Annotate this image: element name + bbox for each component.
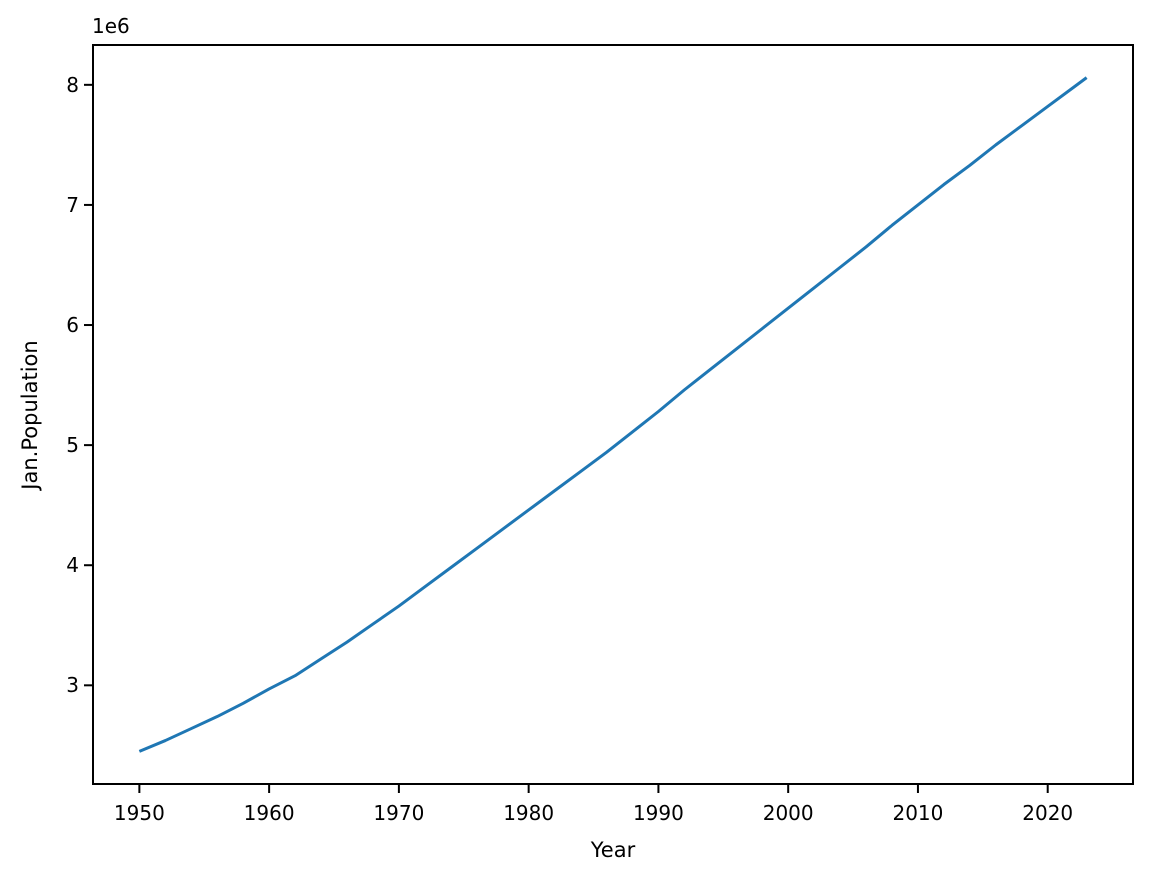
y-tick-label: 8 [66,72,79,97]
x-tick-label: 1990 [632,801,684,825]
x-axis-label: Year [590,838,636,862]
x-tick-label: 1980 [503,801,555,825]
x-tick-label: 1970 [373,801,425,825]
x-tick-label: 2010 [892,801,944,825]
x-tick-label: 1960 [243,801,295,825]
axes-frame [92,44,1134,785]
y-tick-label: 4 [66,553,79,578]
y-tick-label: 5 [66,433,79,458]
population-series-line [138,76,1088,753]
x-tick-label: 2000 [762,801,814,825]
y-tick-label: 7 [66,192,79,217]
y-axis-label: Jan.Population [18,340,42,490]
y-tick-label: 6 [66,313,79,338]
y-tick-label: 3 [66,673,79,698]
plot-area [84,44,1134,793]
x-tick-label: 2020 [1022,801,1074,825]
x-tick-label: 1950 [113,801,165,825]
plot-svg [84,44,1134,793]
y-axis-offset-text: 1e6 [92,14,130,38]
